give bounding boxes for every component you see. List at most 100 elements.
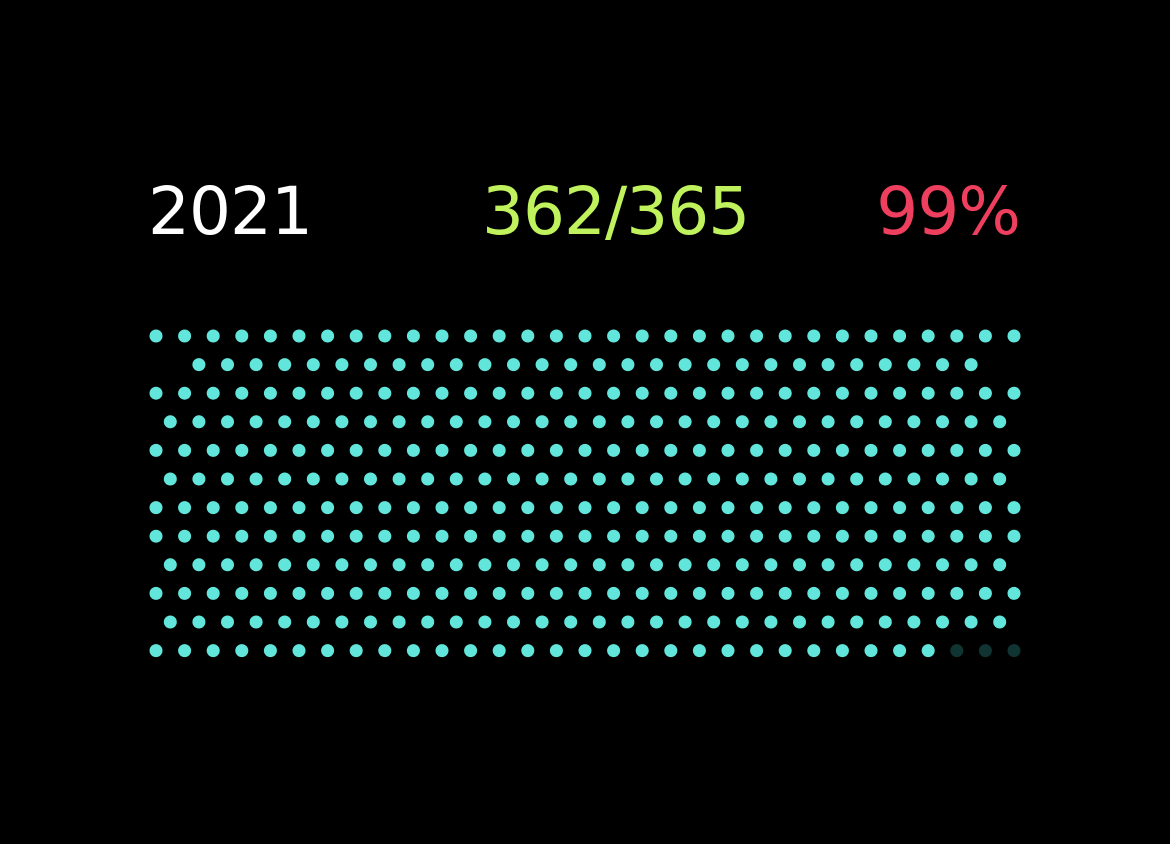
day-dot-completed [549,443,563,457]
day-dot-completed [921,529,935,543]
day-dot-completed [664,586,678,600]
day-dot-completed [435,501,449,515]
day-dot-completed [178,443,192,457]
day-dot-completed [564,472,578,486]
day-dot-completed [864,329,878,343]
day-dot-completed [750,329,764,343]
day-dot-completed [735,358,749,372]
day-dot-completed [206,329,220,343]
day-dot-completed [964,472,978,486]
day-dot-completed [721,501,735,515]
day-dot-completed [263,386,277,400]
day-dot-completed [263,644,277,658]
day-dot-completed [664,529,678,543]
day-dot-completed [335,472,349,486]
day-dot-completed [721,386,735,400]
day-dot-completed [406,443,420,457]
day-dot-completed [964,358,978,372]
day-dot-completed [378,501,392,515]
day-dot-completed [678,472,692,486]
day-dot-completed [521,501,535,515]
day-dot-completed [549,644,563,658]
day-dot-completed [392,472,406,486]
day-dot-completed [478,358,492,372]
day-dot-completed [535,615,549,629]
day-dot-completed [549,501,563,515]
day-dot-completed [235,501,249,515]
day-dot-completed [392,558,406,572]
day-dot-completed [850,415,864,429]
day-dot-completed [692,644,706,658]
day-dot-completed [893,386,907,400]
day-dot-completed [306,558,320,572]
day-dot-completed [406,644,420,658]
day-dot-completed [864,443,878,457]
day-dot-completed [564,358,578,372]
day-dot-completed [535,358,549,372]
day-dot-completed [163,615,177,629]
day-dot-completed [907,558,921,572]
day-dot-completed [635,586,649,600]
day-dot-completed [835,644,849,658]
day-dot-completed [621,415,635,429]
day-dot-completed [578,329,592,343]
day-dot-completed [864,386,878,400]
day-dot-completed [449,472,463,486]
day-dot-completed [263,586,277,600]
day-dot-completed [621,558,635,572]
day-dot-completed [778,586,792,600]
day-dot-completed [349,501,363,515]
day-dot-completed [807,501,821,515]
day-dot-completed [650,358,663,372]
day-dot-completed [607,443,621,457]
day-dot-completed [221,415,234,429]
day-dot-completed [807,329,821,343]
day-dot-completed [549,329,563,343]
day-dot-completed [936,358,949,372]
day-dot-completed [178,586,192,600]
day-dot-completed [349,443,363,457]
day-dot-completed [149,386,163,400]
day-dot-completed [950,329,964,343]
day-dot-completed [435,586,449,600]
day-dot-completed [392,615,406,629]
day-dot-completed [278,358,292,372]
day-dot-completed [564,558,578,572]
day-dot-completed [349,329,363,343]
day-dot-completed [163,472,177,486]
day-dot-completed [893,501,907,515]
day-dot-completed [707,472,721,486]
day-dot-completed [793,415,806,429]
day-dot-completed [364,358,377,372]
day-dot-completed [721,443,735,457]
day-dot-completed [650,415,663,429]
day-dot-completed [492,529,506,543]
day-dot-completed [306,472,320,486]
day-dot-completed [764,558,778,572]
day-dot-completed [378,586,392,600]
day-dot-completed [793,615,806,629]
day-dot-completed [235,329,249,343]
day-dot-completed [607,329,621,343]
day-dot-completed [278,615,292,629]
day-dot-completed [850,558,864,572]
day-dot-completed [721,644,735,658]
day-dot-completed [521,443,535,457]
day-dot-completed [406,586,420,600]
day-dot-completed [864,586,878,600]
day-dot-completed [964,415,978,429]
day-dot-completed [621,358,635,372]
day-dot-completed [535,558,549,572]
day-dot-completed [664,386,678,400]
day-dot-completed [406,386,420,400]
day-dot-completed [549,386,563,400]
day-dot-completed [692,329,706,343]
day-dot-completed [478,558,492,572]
day-dot-completed [978,501,992,515]
day-dot-completed [449,415,463,429]
day-dot-completed [549,586,563,600]
day-dot-completed [607,501,621,515]
day-dot-completed [192,558,206,572]
day-dot-completed [521,386,535,400]
day-dot-completed [592,415,606,429]
